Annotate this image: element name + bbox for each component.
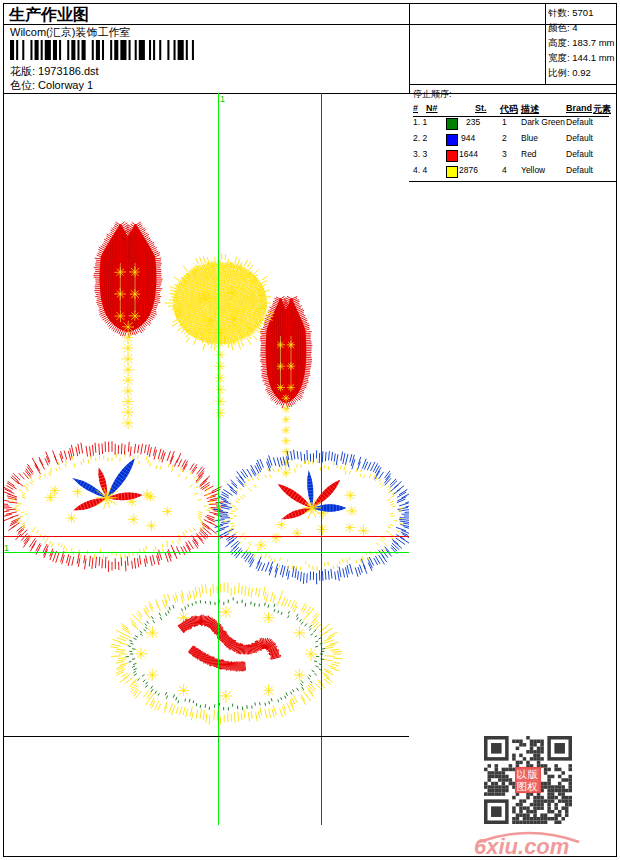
svg-text:6xiu.com: 6xiu.com: [474, 834, 569, 857]
svg-text:图: 图: [517, 781, 527, 792]
svg-text:版: 版: [527, 769, 537, 780]
svg-text:权: 权: [526, 781, 537, 792]
svg-text:以: 以: [517, 769, 528, 780]
